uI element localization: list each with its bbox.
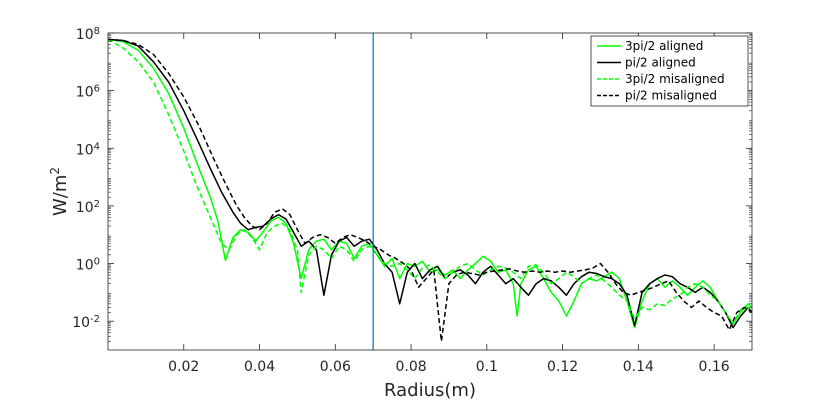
x-tick-label: 0.06 [320,359,351,375]
y-tick-label: 106 [76,83,100,101]
legend-entries: 3pi/2 aligned pi/2 aligned 3pi/2 misaligne… [597,39,725,103]
legend-label-1: pi/2 aligned [625,56,696,70]
series-layer [107,38,753,343]
y-axis-label-exponent: 2 [48,167,62,175]
x-axis-label: Radius(m) [384,380,476,401]
x-tick-label: 0.1 [476,359,498,375]
y-tick-label: 10-2 [72,314,100,332]
y-axis-label-base: W/m [50,175,71,216]
legend-label-0: 3pi/2 aligned [625,39,703,53]
plot-frame [107,32,753,351]
y-tick-label: 102 [76,198,100,216]
legend: 3pi/2 aligned pi/2 aligned 3pi/2 misaligne… [590,35,749,107]
y-tick-label: 104 [76,141,100,159]
y-tick-label: 100 [76,256,100,274]
x-tick-label: 0.12 [547,359,578,375]
x-tick-label: 0.04 [244,359,275,375]
series-line-1 [107,38,753,329]
x-tick-label: 0.02 [168,359,199,375]
series-line-2 [107,38,753,325]
x-tick-label: 0.14 [623,359,654,375]
x-axis: 0.02 0.04 0.06 0.08 0.1 0.12 0.14 0.16 [168,33,730,375]
legend-label-2: 3pi/2 misaligned [625,72,725,86]
y-axis: 10-2 100 102 104 106 108 [72,26,752,342]
series-line-3 [107,38,753,343]
y-tick-label: 108 [76,26,100,44]
legend-box [590,35,749,107]
y-axis-label: W/m2 [48,167,71,216]
x-tick-label: 0.16 [699,359,730,375]
x-tick-label: 0.08 [395,359,426,375]
legend-label-3: pi/2 misaligned [625,89,717,103]
